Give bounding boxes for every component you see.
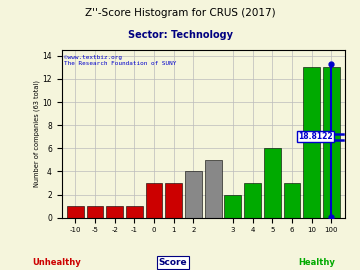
Text: Sector: Technology: Sector: Technology xyxy=(127,30,233,40)
Bar xyxy=(205,160,221,218)
Text: Unhealthy: Unhealthy xyxy=(32,258,81,267)
Bar xyxy=(87,206,103,218)
Bar xyxy=(284,183,300,218)
Text: 18.8122: 18.8122 xyxy=(298,132,333,141)
Bar xyxy=(323,68,339,218)
Bar xyxy=(185,171,202,218)
Text: Score: Score xyxy=(158,258,187,267)
Text: Z''-Score Histogram for CRUS (2017): Z''-Score Histogram for CRUS (2017) xyxy=(85,8,275,18)
Y-axis label: Number of companies (63 total): Number of companies (63 total) xyxy=(33,80,40,187)
Bar xyxy=(264,148,280,218)
Bar xyxy=(146,183,162,218)
Bar xyxy=(166,183,182,218)
Bar xyxy=(126,206,143,218)
Bar xyxy=(303,68,320,218)
Bar xyxy=(107,206,123,218)
Bar xyxy=(67,206,84,218)
Bar xyxy=(225,195,241,218)
Bar xyxy=(244,183,261,218)
Text: Healthy: Healthy xyxy=(298,258,335,267)
Text: ©www.textbiz.org
The Research Foundation of SUNY: ©www.textbiz.org The Research Foundation… xyxy=(64,55,177,66)
